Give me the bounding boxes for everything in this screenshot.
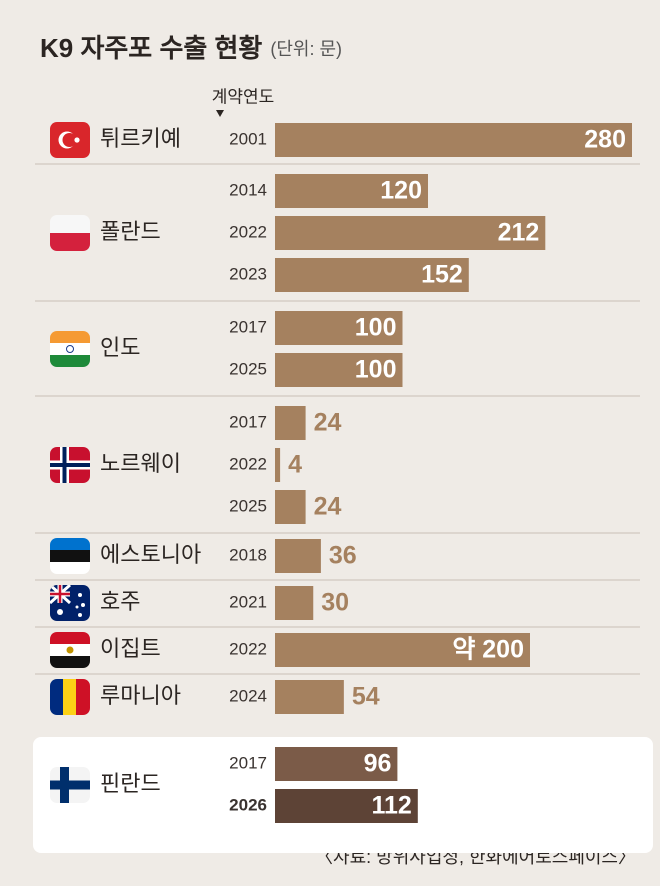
- country-name: 호주: [100, 589, 140, 614]
- flag-star: [74, 137, 80, 143]
- country-name: 인도: [100, 335, 140, 360]
- bar: [275, 448, 281, 482]
- flag: [50, 585, 90, 621]
- bar: [275, 174, 428, 208]
- flag-emblem: [66, 646, 74, 654]
- year-label: 2017: [229, 753, 267, 772]
- flag-crescent-cut: [62, 133, 77, 147]
- year-label: 2017: [229, 412, 267, 431]
- year-label: 2025: [229, 359, 267, 378]
- flag-stripe: [50, 233, 90, 251]
- flag-stripe: [50, 679, 64, 715]
- country-name: 핀란드: [100, 771, 161, 796]
- flag-stripe: [76, 679, 90, 715]
- country-name: 노르웨이: [100, 451, 181, 476]
- chart-title: K9 자주포 수출 현황 (단위: 문): [40, 33, 342, 63]
- flag: [50, 215, 90, 251]
- flag-stripe: [50, 562, 90, 574]
- value-label: 152: [421, 261, 463, 289]
- flag-star: [78, 593, 82, 597]
- unit: (단위: 문): [270, 39, 342, 59]
- value-label: 212: [498, 219, 540, 247]
- flag-star: [78, 613, 82, 617]
- value-label: 100: [355, 356, 397, 384]
- bar: [275, 747, 398, 781]
- value-label: 120: [380, 177, 422, 205]
- country-name: 튀르키예: [100, 126, 181, 151]
- bar: [275, 633, 530, 667]
- flag-stripe: [50, 331, 90, 343]
- flag: [50, 122, 90, 158]
- flag-stripe: [63, 679, 77, 715]
- bar: [275, 353, 403, 387]
- bar: [275, 216, 546, 250]
- flag: [50, 447, 90, 483]
- value-label: 약 200: [452, 636, 524, 664]
- value-label: 24: [314, 493, 342, 521]
- value-label: 30: [321, 589, 349, 617]
- value-label: 4: [288, 451, 302, 479]
- flag-stripe: [50, 538, 90, 550]
- value-label: 36: [329, 542, 357, 570]
- flag: [50, 679, 90, 715]
- flag-star: [75, 605, 79, 609]
- year-label: 2014: [229, 180, 267, 199]
- year-label: 2026: [229, 795, 267, 814]
- year-label: 2022: [229, 639, 267, 658]
- bar: [275, 123, 632, 157]
- flag-stripe: [50, 632, 90, 644]
- bar: [275, 406, 306, 440]
- year-label: 2021: [229, 592, 267, 611]
- flag: [50, 331, 90, 367]
- flag-stripe: [50, 550, 90, 562]
- value-label: 280: [584, 126, 626, 154]
- bar: [275, 311, 403, 345]
- country-name: 이집트: [100, 636, 161, 661]
- flag: [50, 538, 90, 574]
- year-label: 2022: [229, 454, 267, 473]
- flag-stripe: [50, 343, 90, 355]
- flag-union: [50, 585, 70, 603]
- country-name: 에스토니아: [100, 542, 201, 567]
- value-label: 100: [355, 314, 397, 342]
- flag-stripe: [50, 355, 90, 367]
- flag: [50, 767, 90, 803]
- year-label: 2022: [229, 222, 267, 241]
- year-label: 2017: [229, 317, 267, 336]
- flag-cross: [50, 780, 90, 790]
- flag-stripe: [50, 656, 90, 668]
- flag-star: [57, 609, 63, 615]
- title: K9 자주포 수출 현황: [40, 33, 262, 63]
- annotation: 계약연도: [212, 87, 275, 106]
- bar: [275, 586, 314, 620]
- flag-stripe: [50, 215, 90, 233]
- flag-star: [81, 603, 85, 607]
- year-label: 2025: [229, 496, 267, 515]
- flag: [50, 632, 90, 668]
- value-label: 112: [371, 792, 411, 820]
- bar: [275, 789, 418, 823]
- bar: [275, 680, 344, 714]
- year-label: 2018: [229, 545, 267, 564]
- year-label: 2024: [229, 686, 267, 705]
- country-name: 루마니아: [100, 683, 181, 708]
- bar: [275, 539, 321, 573]
- year-label: 2023: [229, 264, 267, 283]
- value-label: 24: [314, 409, 342, 437]
- bar: [275, 258, 469, 292]
- annotation-arrow: [216, 110, 224, 117]
- flag-cross: [50, 463, 90, 467]
- country-name: 폴란드: [100, 219, 161, 244]
- bar: [275, 490, 306, 524]
- value-label: 96: [364, 750, 392, 778]
- year-label: 2001: [229, 129, 267, 148]
- flag-wheel: [66, 345, 74, 353]
- value-label: 54: [352, 683, 380, 711]
